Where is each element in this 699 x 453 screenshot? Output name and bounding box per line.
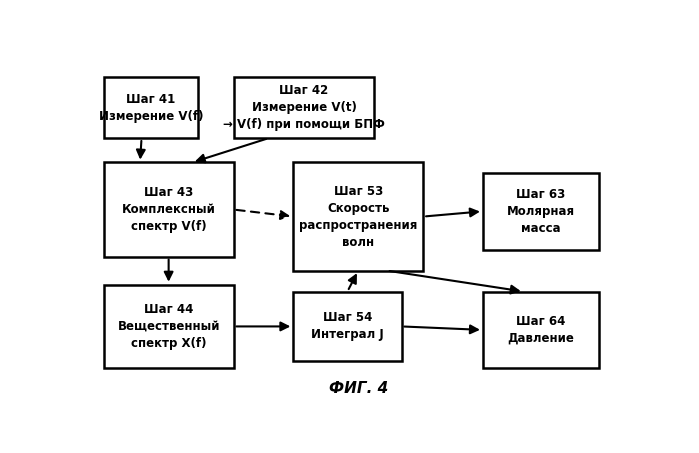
Text: Шаг 64
Давление: Шаг 64 Давление	[507, 315, 575, 345]
FancyBboxPatch shape	[103, 77, 199, 138]
Text: Шаг 63
Молярная
масса: Шаг 63 Молярная масса	[507, 188, 575, 235]
Text: Шаг 41
Измерение V(f): Шаг 41 Измерение V(f)	[99, 92, 203, 123]
FancyBboxPatch shape	[483, 173, 599, 250]
FancyBboxPatch shape	[483, 292, 599, 368]
FancyBboxPatch shape	[103, 163, 233, 257]
Text: Шаг 54
Интеграл J: Шаг 54 Интеграл J	[311, 311, 384, 342]
Text: Шаг 42
Измерение V(t)
→ V(f) при помощи БПФ: Шаг 42 Измерение V(t) → V(f) при помощи …	[223, 84, 385, 131]
Text: Шаг 44
Вещественный
спектр X(f): Шаг 44 Вещественный спектр X(f)	[117, 303, 220, 350]
Text: Шаг 43
Комплексный
спектр V(f): Шаг 43 Комплексный спектр V(f)	[122, 186, 215, 233]
Text: Шаг 53
Скорость
распространения
волн: Шаг 53 Скорость распространения волн	[299, 184, 417, 249]
FancyBboxPatch shape	[294, 292, 401, 361]
FancyBboxPatch shape	[103, 284, 233, 368]
Text: ФИГ. 4: ФИГ. 4	[329, 381, 388, 396]
FancyBboxPatch shape	[233, 77, 375, 138]
FancyBboxPatch shape	[294, 163, 424, 270]
